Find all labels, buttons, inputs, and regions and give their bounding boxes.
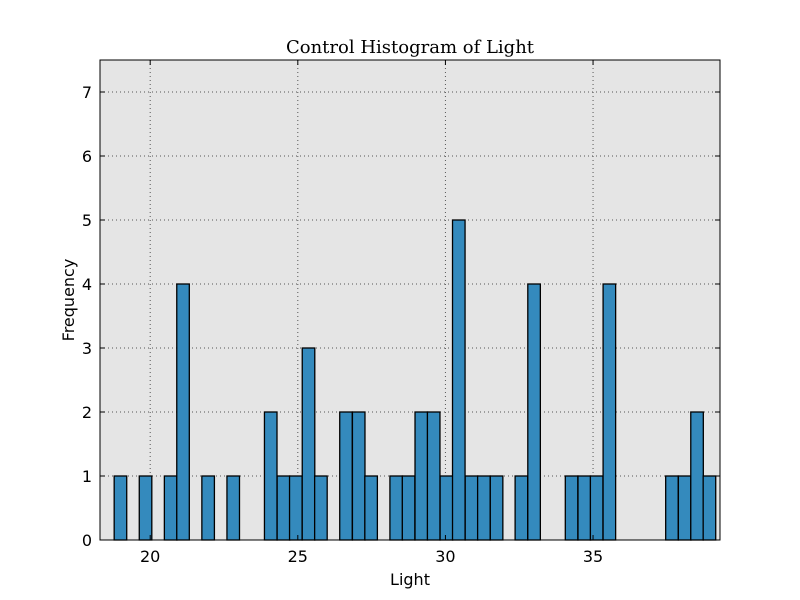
histogram-bar [690, 411, 704, 541]
histogram-bar [163, 475, 178, 541]
x-tick-label: 30 [435, 547, 455, 566]
y-tick-label: 5 [82, 211, 92, 230]
y-axis-label: Frequency [59, 259, 78, 342]
histogram-bar [464, 475, 479, 541]
histogram-bar [451, 219, 466, 541]
x-tick-label: 35 [583, 547, 603, 566]
histogram-bar [201, 475, 216, 541]
histogram-bar [426, 411, 441, 541]
histogram-bar [263, 411, 278, 541]
histogram-bar [564, 475, 579, 541]
y-tick-label: 0 [82, 531, 92, 550]
y-tick-label: 4 [82, 275, 92, 294]
histogram-bar [389, 475, 404, 541]
histogram-bar [351, 411, 366, 541]
y-tick-label: 1 [82, 467, 92, 486]
histogram-bar [313, 475, 328, 541]
histogram-bar [702, 475, 717, 541]
histogram-bar [677, 475, 692, 541]
histogram-bar [364, 475, 379, 541]
histogram-bar [665, 475, 679, 541]
y-tick-label: 7 [82, 83, 92, 102]
plot-area [100, 60, 720, 540]
bars [113, 219, 717, 541]
x-axis-label: Light [390, 570, 430, 589]
histogram-bar [589, 475, 604, 541]
y-tick-label: 3 [82, 339, 92, 358]
histogram-bar [514, 475, 529, 541]
histogram-bar [414, 411, 429, 541]
histogram-bar [401, 475, 416, 541]
histogram-bar [301, 347, 316, 541]
histogram-bar [113, 475, 128, 541]
histogram-bar [276, 475, 291, 541]
histogram-bar [489, 475, 504, 541]
chart-title: Control Histogram of Light [286, 37, 535, 58]
x-tick-label: 20 [140, 547, 160, 566]
histogram-bar [577, 475, 592, 541]
axis-ticks: 20 25 30 35 0 1 2 3 4 5 6 7 [82, 60, 720, 566]
histogram-bar [602, 283, 617, 541]
histogram-bar [138, 475, 153, 541]
y-tick-label: 6 [82, 147, 92, 166]
histogram-bar [476, 475, 491, 541]
histogram-bar [439, 475, 454, 541]
histogram-bar [288, 475, 303, 541]
plot-frame [99, 59, 721, 541]
histogram-bar [339, 411, 353, 541]
histogram-bar [176, 283, 190, 541]
histogram-bar [527, 283, 541, 541]
histogram-bar [226, 475, 241, 541]
y-tick-label: 2 [82, 403, 92, 422]
x-tick-label: 25 [288, 547, 308, 566]
